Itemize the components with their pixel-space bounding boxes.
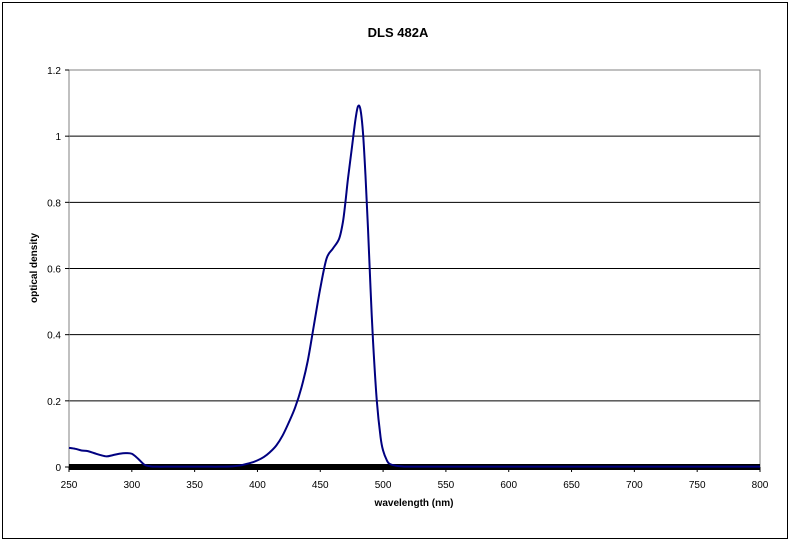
y-tick-label: 1 xyxy=(55,132,61,143)
y-tick-label: 1.2 xyxy=(47,66,61,77)
y-axis: 0 0.2 0.4 0.6 0.8 1 1.2 xyxy=(47,66,69,474)
x-tick-label: 600 xyxy=(500,480,517,491)
y-tick-label: 0.6 xyxy=(47,265,61,276)
x-tick-label: 650 xyxy=(563,480,580,491)
x-axis: 250 300 350 400 450 500 550 600 650 700 750 800 xyxy=(61,467,769,491)
x-tick-label: 700 xyxy=(626,480,643,491)
x-tick-label: 450 xyxy=(312,480,329,491)
x-tick-label: 300 xyxy=(123,480,140,491)
x-tick-label: 550 xyxy=(438,480,455,491)
chart-title: DLS 482A xyxy=(368,25,429,40)
x-axis-label: wavelength (nm) xyxy=(374,498,454,509)
x-tick-label: 750 xyxy=(689,480,706,491)
x-tick-label: 250 xyxy=(61,480,78,491)
y-tick-label: 0.2 xyxy=(47,397,61,408)
y-axis-label: optical density xyxy=(29,233,40,303)
y-tick-label: 0 xyxy=(55,463,61,474)
y-tick-label: 0.4 xyxy=(47,331,61,342)
y-tick-label: 0.8 xyxy=(47,198,61,209)
x-tick-label: 500 xyxy=(375,480,392,491)
grid xyxy=(69,69,760,468)
x-tick-label: 350 xyxy=(186,480,203,491)
x-tick-label: 800 xyxy=(752,480,769,491)
x-tick-label: 400 xyxy=(249,480,266,491)
series-line xyxy=(68,104,760,468)
